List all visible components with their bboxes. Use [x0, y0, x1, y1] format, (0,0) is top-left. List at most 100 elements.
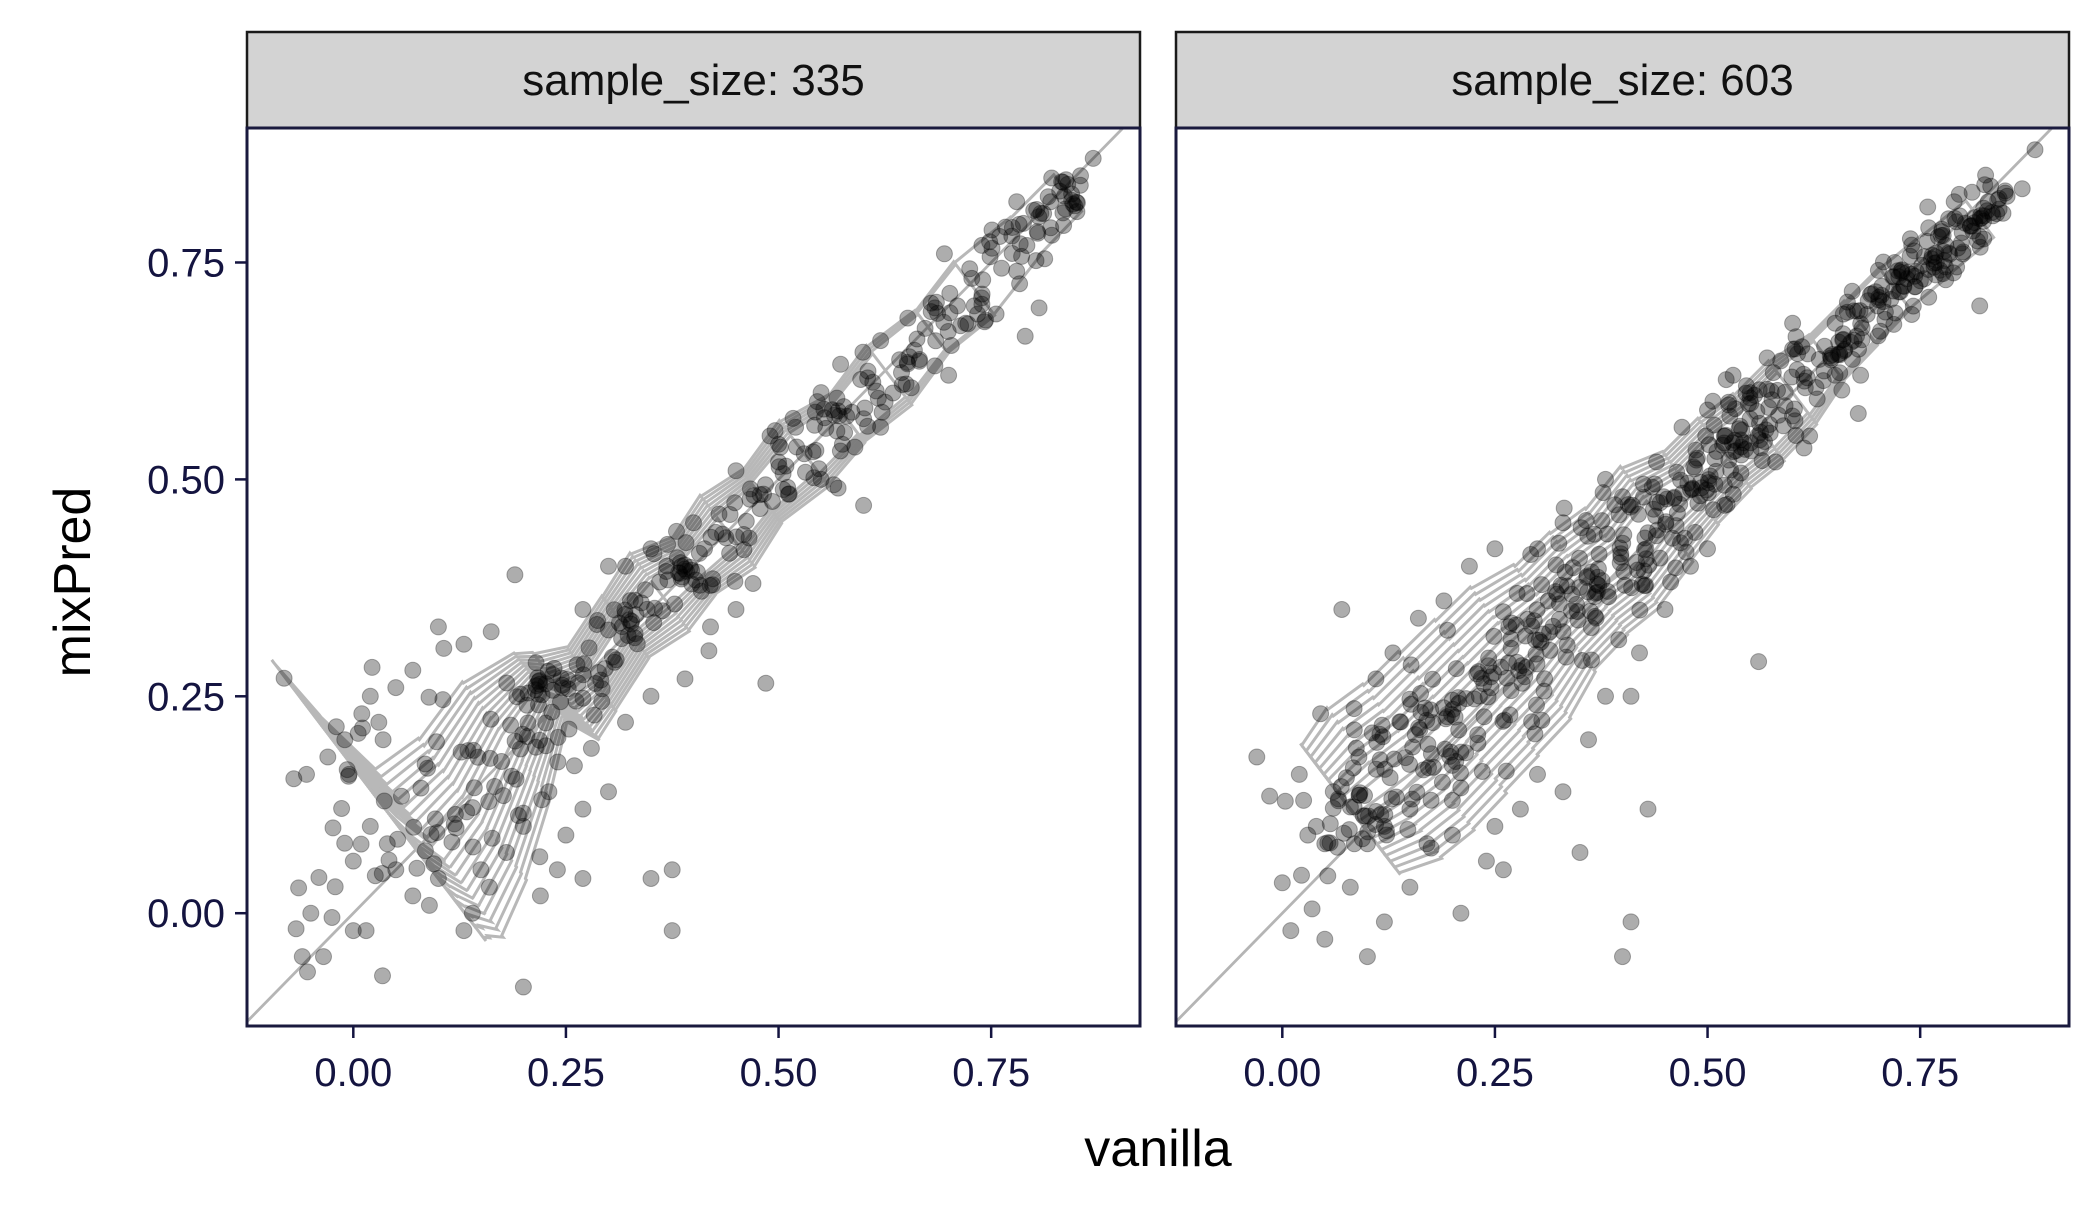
data-point	[1332, 778, 1350, 796]
data-point	[1731, 417, 1749, 435]
data-point	[1884, 282, 1902, 300]
data-point	[1457, 744, 1475, 762]
data-point	[1750, 381, 1768, 399]
data-point	[632, 594, 650, 612]
data-point	[1988, 205, 2006, 223]
data-point	[531, 672, 548, 689]
data-point	[1588, 583, 1606, 601]
data-point	[1717, 371, 1735, 389]
data-point	[859, 417, 877, 435]
data-point	[1363, 724, 1381, 742]
data-point	[1443, 791, 1461, 809]
data-point	[1848, 327, 1865, 345]
facet-strip-label: sample_size: 603	[1451, 56, 1793, 105]
data-point	[1948, 258, 1966, 276]
data-point	[425, 855, 443, 873]
data-point	[1276, 792, 1294, 810]
data-point	[1793, 338, 1811, 356]
data-point	[1572, 519, 1590, 537]
data-point	[1901, 230, 1919, 248]
data-point	[1630, 505, 1647, 523]
data-point	[1027, 252, 1045, 270]
data-point	[836, 424, 854, 441]
data-point	[1740, 395, 1757, 413]
data-point	[671, 564, 689, 582]
data-point	[1502, 614, 1520, 632]
data-point	[1401, 878, 1419, 896]
data-point	[1375, 817, 1393, 835]
data-point	[1321, 815, 1339, 833]
data-point	[1726, 431, 1744, 449]
data-point	[1904, 297, 1922, 315]
data-point	[378, 835, 396, 853]
density-contour	[358, 618, 632, 870]
data-point	[1391, 713, 1409, 731]
data-point	[710, 505, 728, 523]
data-point	[1502, 682, 1520, 700]
data-point	[1412, 704, 1430, 721]
data-point	[582, 739, 600, 757]
data-point	[1528, 601, 1546, 619]
data-point	[1523, 617, 1541, 635]
plot-inner	[1176, 128, 2054, 1023]
density-contour	[1326, 435, 1739, 840]
data-point	[1733, 421, 1751, 439]
data-point	[1470, 687, 1488, 705]
data-point	[1416, 699, 1434, 717]
data-point	[788, 438, 806, 456]
data-point	[508, 688, 526, 706]
data-point	[1727, 442, 1745, 460]
data-point	[1581, 602, 1599, 620]
data-point	[1798, 369, 1816, 387]
data-point	[1482, 668, 1500, 686]
data-point	[1494, 861, 1512, 879]
data-point	[1934, 226, 1952, 244]
x-tick-label: 0.75	[952, 1051, 1030, 1095]
data-point	[1770, 406, 1788, 424]
data-point	[1340, 821, 1358, 839]
data-point	[1384, 644, 1402, 662]
data-point	[969, 305, 987, 323]
data-point	[981, 248, 999, 266]
data-point	[1705, 416, 1723, 434]
data-point	[426, 810, 444, 828]
data-point	[1923, 246, 1941, 264]
data-point	[613, 630, 631, 648]
data-point	[1907, 263, 1925, 280]
data-point	[416, 755, 434, 773]
data-point	[1701, 467, 1719, 485]
data-point	[527, 677, 545, 695]
data-point	[976, 313, 994, 331]
data-point	[1850, 340, 1867, 358]
data-point	[916, 319, 934, 337]
data-point	[1324, 783, 1342, 801]
data-point	[1906, 278, 1924, 296]
data-point	[1716, 496, 1734, 514]
data-point	[544, 666, 562, 684]
data-point	[589, 612, 607, 629]
data-point	[1594, 484, 1612, 502]
data-point	[434, 691, 452, 709]
data-point	[1915, 248, 1933, 266]
data-point	[1886, 304, 1904, 322]
data-point	[574, 870, 592, 887]
data-point	[1063, 191, 1081, 209]
data-point	[1983, 204, 2001, 221]
data-point	[1700, 471, 1718, 489]
data-point	[1785, 400, 1803, 418]
data-point	[1718, 495, 1736, 513]
data-point	[770, 453, 787, 471]
data-point	[1378, 826, 1396, 844]
data-point	[707, 523, 725, 541]
data-point	[1976, 176, 1994, 194]
data-point	[1764, 364, 1782, 382]
data-point	[1668, 504, 1686, 522]
data-point	[1971, 210, 1989, 228]
data-point	[587, 675, 604, 692]
data-point	[1579, 583, 1597, 601]
data-point	[1901, 247, 1919, 265]
data-point	[1637, 540, 1655, 558]
data-point	[1550, 595, 1568, 613]
data-point	[1932, 227, 1950, 244]
data-point	[1889, 262, 1907, 280]
